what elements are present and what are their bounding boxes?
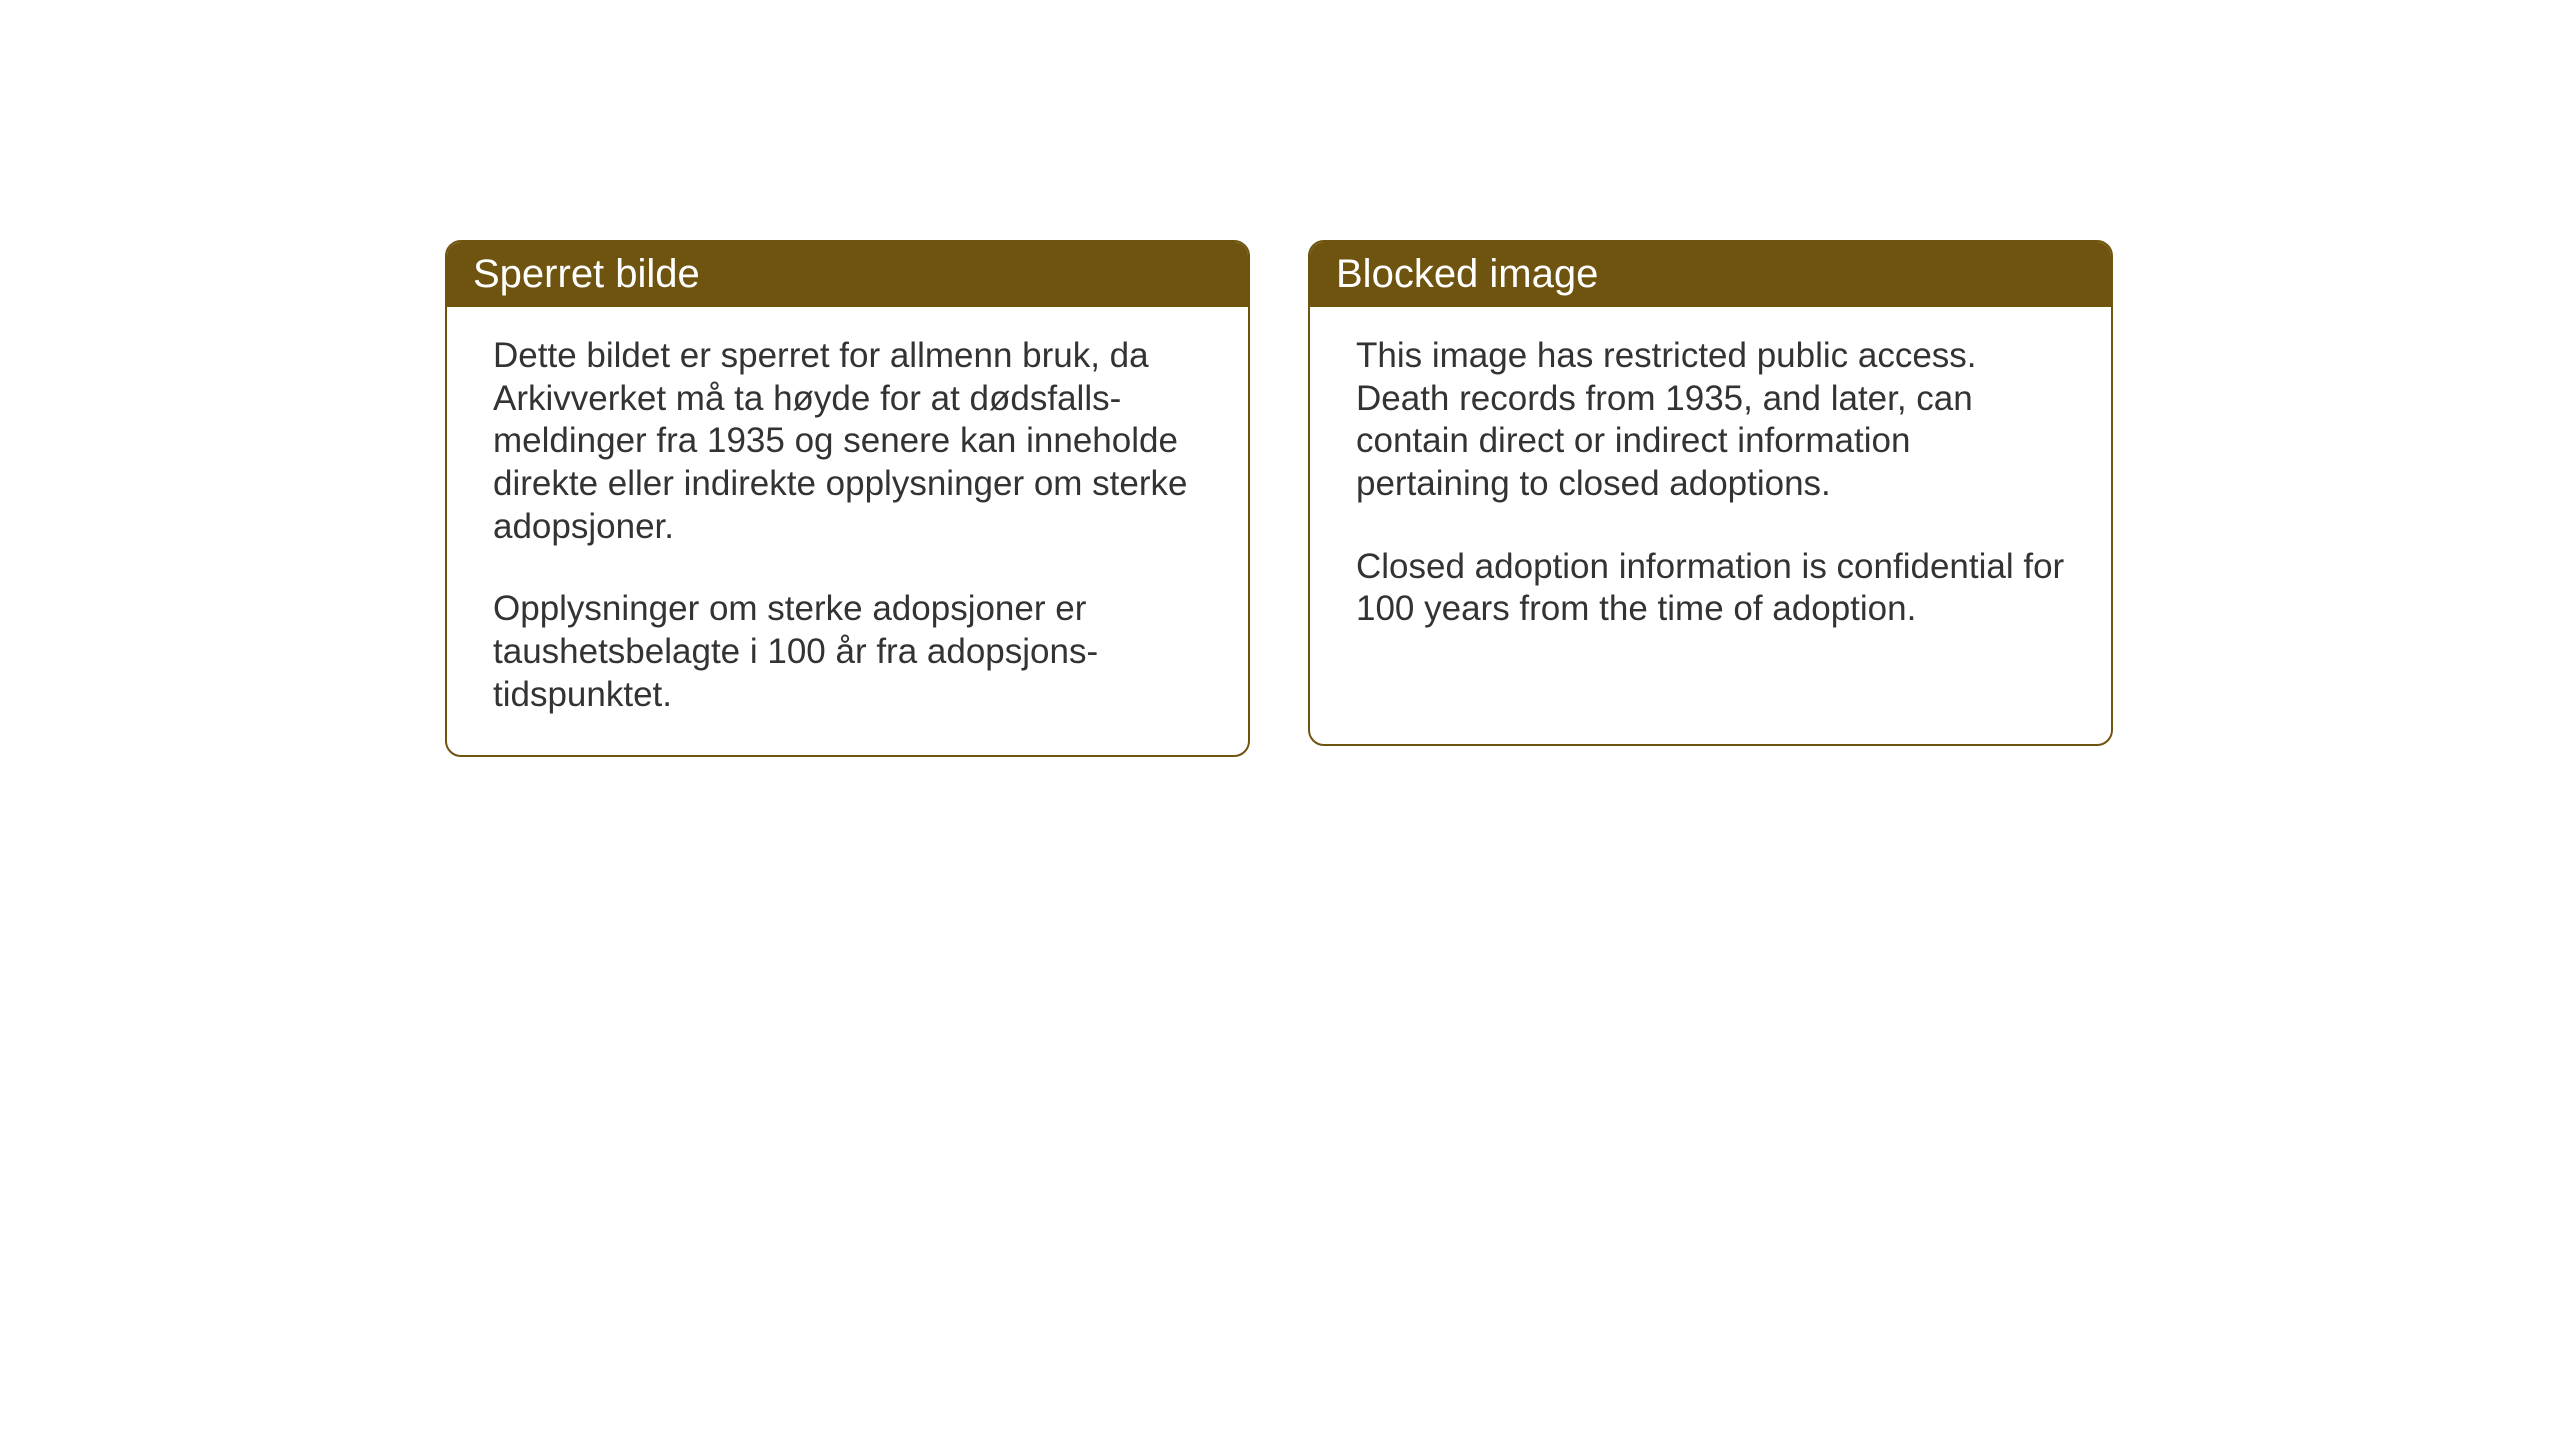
card-title-english: Blocked image: [1336, 252, 1598, 296]
card-title-norwegian: Sperret bilde: [473, 252, 700, 296]
card-paragraph-2-norwegian: Opplysninger om sterke adopsjoner er tau…: [493, 588, 1202, 716]
notice-card-norwegian: Sperret bilde Dette bildet er sperret fo…: [445, 240, 1250, 757]
card-paragraph-1-english: This image has restricted public access.…: [1356, 335, 2065, 506]
card-paragraph-2-english: Closed adoption information is confident…: [1356, 546, 2065, 631]
card-header-english: Blocked image: [1310, 242, 2111, 307]
card-body-norwegian: Dette bildet er sperret for allmenn bruk…: [447, 307, 1248, 755]
card-body-english: This image has restricted public access.…: [1310, 307, 2111, 669]
card-paragraph-1-norwegian: Dette bildet er sperret for allmenn bruk…: [493, 335, 1202, 548]
card-header-norwegian: Sperret bilde: [447, 242, 1248, 307]
notice-card-english: Blocked image This image has restricted …: [1308, 240, 2113, 746]
notice-cards-container: Sperret bilde Dette bildet er sperret fo…: [445, 240, 2113, 757]
